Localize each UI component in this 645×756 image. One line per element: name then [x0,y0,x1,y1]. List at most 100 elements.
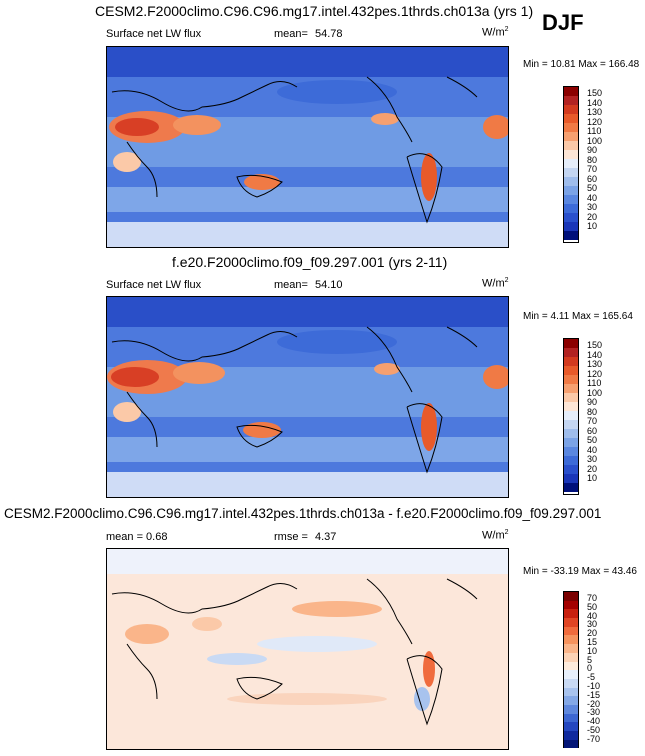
panel-3-andes-blue [414,687,430,711]
panel-2-cbar-label: 60 [587,425,598,436]
panel-3-title: CESM2.F2000climo.C96.C96.mg17.intel.432p… [4,506,602,521]
panel-2-colorbar-swatch [564,429,578,438]
panel-1-colorbar-swatch [564,177,578,186]
panel-3-mean: mean = 0.68 [106,531,168,543]
panel-2-colorbar-swatch [564,411,578,420]
panel-1-colorbar-swatch [564,132,578,141]
panel-2-unit-sup: 2 [504,277,509,284]
panel-3-colorbar-swatch [564,739,578,749]
panel-1-colorbar-swatch [564,186,578,195]
panel-2-colorbar-swatch [564,375,578,384]
panel-3-rmse-value: 4.37 [315,531,337,543]
panel-2-colorbar-swatch [564,483,578,492]
panel-2-cbar-label: 10 [587,473,598,483]
panel-2-north-pacific-low [277,330,397,354]
panel-3-cbar-label: 30 [587,619,598,630]
panel-3-arabia-patch [192,617,222,631]
panel-2-cbar-label: 130 [587,359,603,369]
panel-3-cbar-label: 0 [587,663,593,674]
panel-3-southern-red [227,693,387,705]
panel-3-cbar-label: -15 [587,689,601,700]
panel-3-colorbar [563,591,579,749]
panel-2-cbar-label: 100 [587,387,603,398]
panel-1-arabia-high [173,115,221,135]
panel-2-andes-high [421,403,437,451]
panel-1-cbar-label: 50 [587,183,598,193]
panel-2-cbar-label: 50 [587,435,598,445]
panel-1-colorbar-swatch [564,150,578,159]
panel-1-cbar-label: 110 [587,126,602,136]
panel-1-cbar-label: 100 [587,135,603,146]
panel-1-coastlines [111,76,478,224]
panel-2-antarctic-band [107,472,508,497]
panel-3-colorbar-swatch [564,652,578,662]
panel-3-cbar-label: 10 [587,645,598,656]
panel-2-mexico-high [374,363,400,375]
panel-2-colorbar-swatch [564,384,578,393]
panel-2-arctic-band [107,297,508,327]
panel-3-cbar-label: 40 [587,610,598,621]
panel-3-minmax: Min = -33.19 Max = 43.46 [523,566,637,577]
panel-2-cbar-label: 30 [587,454,598,464]
panel-3-colorbar-swatch [564,722,578,731]
panel-1-cbar-label: 120 [587,116,603,127]
panel-2-colorbar-labels: 150 140 130 120 110 100 90 80 70 60 50 4… [587,340,603,484]
panel-1-map-svg [107,47,508,247]
panel-2-africa-core [111,367,159,387]
panel-1-sahara-ring [113,152,141,172]
panel-1-cbar-label: 90 [587,145,598,155]
panel-1-colorbar-swatch [564,168,578,177]
panel-2-mean-value: 54.10 [315,279,343,291]
panel-1-cbar-label: 70 [587,164,598,174]
panel-3-colorbar-swatch [564,696,578,705]
panel-1-colorbar-swatch [564,195,578,204]
panel-3-colorbar-swatch [564,626,578,636]
panel-3-colorbar-swatch [564,661,578,671]
panel-1-mexico-high [371,113,399,125]
panel-3-colorbar-labels: 70 50 40 30 20 15 10 5 0 -5 -10 -15 -20 … [587,594,600,744]
panel-2-map-svg [107,297,508,497]
panel-1-colorbar [563,86,579,243]
panel-1-southern-band [107,187,508,212]
panel-2-cbar-label: 80 [587,406,598,417]
panel-2-cbar-label: 40 [587,444,598,455]
panel-2-colorbar-swatch [564,465,578,474]
panel-2-colorbar [563,338,579,495]
panel-2-unit-text: W/m [482,277,505,290]
panel-1-title: CESM2.F2000climo.C96.C96.mg17.intel.432p… [95,3,534,19]
panel-2-australia-high [243,422,281,438]
panel-1-north-pacific-low [277,80,397,104]
panel-2-cbar-label: 140 [587,349,603,360]
panel-2-cbar-label: 20 [587,463,598,474]
season-label: DJF [542,10,584,35]
panel-3-colorbar-swatch [564,600,578,610]
panel-2-map [106,296,509,498]
panel-3-colorbar-swatch [564,618,578,627]
panel-3-units: W/m2 [482,529,509,542]
panel-3-cbar-label: -30 [587,707,601,718]
panel-3-colorbar-swatch [564,678,578,688]
panel-1-east-pacific-high [483,115,508,139]
panel-3-colorbar-swatch [564,644,578,653]
panel-3-colorbar-swatch [564,731,578,740]
panel-1-colorbar-swatch [564,141,578,150]
panel-3-indian-blue [207,653,267,665]
panel-2-cbar-label: 70 [587,416,598,426]
panel-3-cbar-label: -50 [587,724,601,735]
panel-2-coastlines [111,326,478,474]
panel-3-upper-band [107,549,508,574]
panel-1-cbar-label: 140 [587,97,603,108]
panel-3-colorbar-swatch [564,704,578,714]
panel-3-colorbar-swatch [564,635,578,645]
panel-1-colorbar-swatch [564,96,578,105]
panel-3-colorbar-swatch [564,687,578,697]
panel-1-cbar-label: 20 [587,211,598,222]
panel-1-arctic-band [107,47,508,77]
panel-3-colorbar-swatch [564,609,578,619]
panel-3-africa-patch [125,624,169,644]
panel-2-colorbar-swatch [564,402,578,411]
panel-3-unit-sup: 2 [504,529,509,536]
panel-2-variable-label: Surface net LW flux [106,279,202,291]
panel-1-colorbar-swatch [564,105,578,114]
panel-2-colorbar-swatch [564,339,578,348]
